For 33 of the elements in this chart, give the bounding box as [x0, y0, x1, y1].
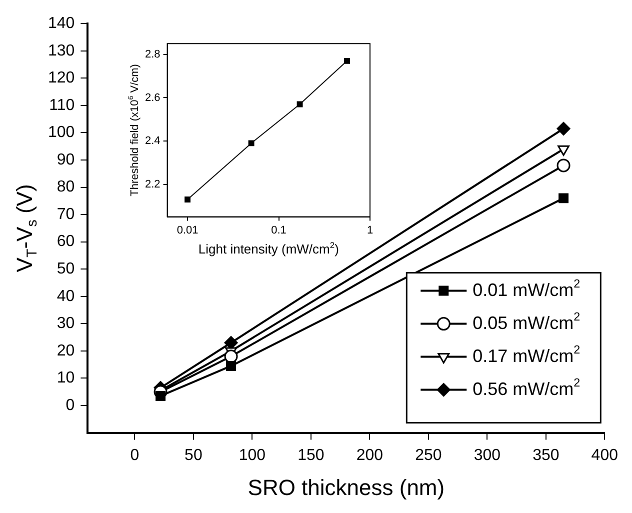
- y-tick-label: 70: [56, 206, 75, 223]
- y-tick-label: 50: [56, 260, 75, 278]
- y-tick-label: 130: [48, 42, 75, 60]
- y-tick-label: 100: [48, 124, 75, 142]
- x-tick-label: 100: [238, 446, 266, 464]
- x-tick-label: 50: [184, 446, 202, 464]
- y-tick-label: 20: [56, 342, 75, 360]
- x-axis-title: SRO thickness (nm): [248, 475, 445, 500]
- x-tick-label: 250: [415, 446, 442, 464]
- x-tick-label: 1: [366, 224, 374, 236]
- y-tick-label: 60: [56, 233, 75, 250]
- y-tick-label: 30: [56, 315, 75, 332]
- y-tick-label: 10: [56, 370, 75, 387]
- y-tick-label: 0: [66, 396, 75, 414]
- y-tick-label: 40: [56, 288, 75, 305]
- x-tick-label: 0.1: [271, 224, 286, 236]
- x-tick-label: 0.01: [176, 224, 198, 236]
- x-tick-label: 400: [591, 446, 618, 464]
- x-tick-label: 150: [298, 446, 324, 464]
- x-tick-label: 350: [532, 446, 560, 464]
- y-tick-label: 2.2: [144, 178, 160, 190]
- y-tick-label: 80: [56, 178, 75, 196]
- y-tick-label: 140: [48, 15, 75, 32]
- x-tick-label: 300: [474, 446, 501, 464]
- y-tick-label: 120: [48, 70, 75, 87]
- y-tick-label: 2.4: [144, 135, 160, 148]
- y-tick-label: 110: [49, 96, 75, 114]
- x-tick-label: 200: [356, 446, 384, 464]
- x-tick-label: 0: [130, 446, 140, 464]
- y-tick-label: 2.8: [144, 48, 160, 60]
- y-tick-label: 2.6: [144, 92, 160, 104]
- y-axis-title: VT-Vs (V): [12, 184, 41, 272]
- y-tick-label: 90: [56, 151, 75, 168]
